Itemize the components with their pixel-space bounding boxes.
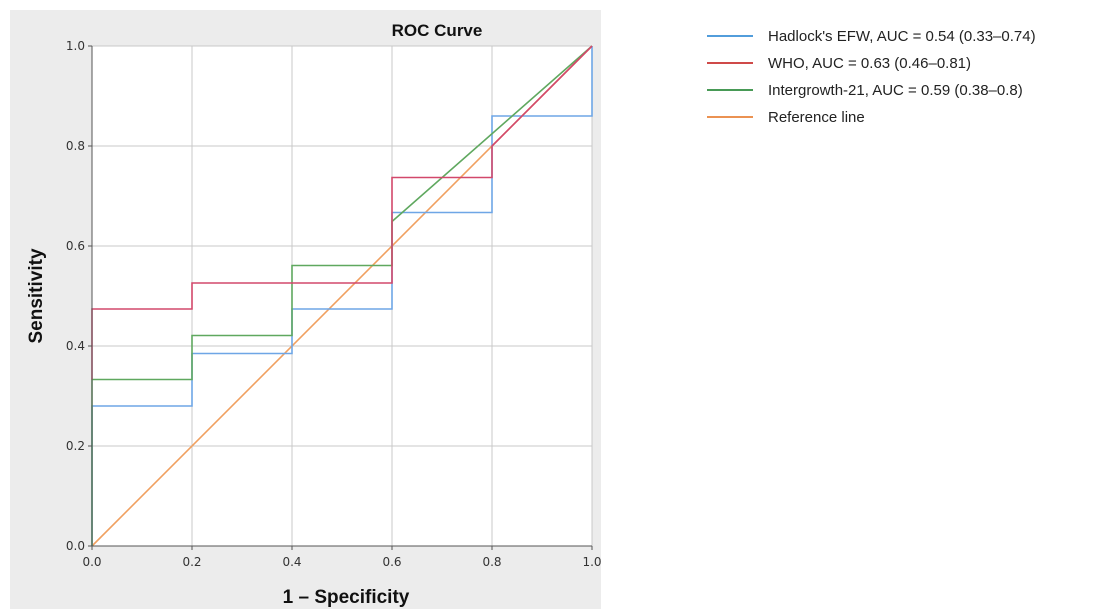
x-tick-label: 0.6	[382, 555, 401, 569]
x-tick-label: 0.8	[482, 555, 501, 569]
x-tick-label: 1.0	[582, 555, 601, 569]
x-tick-label: 0.2	[182, 555, 201, 569]
y-tick-label: 1.0	[66, 39, 85, 53]
y-tick-label: 0.0	[66, 539, 85, 553]
series-layer	[91, 45, 593, 547]
series-line-1	[91, 45, 593, 380]
x-axis-title: 1 – Specificity	[283, 587, 410, 608]
y-axis-title: Sensitivity	[26, 248, 47, 343]
x-tick-label: 0.4	[282, 555, 301, 569]
legend-label: Hadlock's EFW, AUC = 0.54 (0.33–0.74)	[768, 28, 1036, 45]
legend-label: Reference line	[768, 109, 865, 126]
y-tick-label: 0.4	[66, 339, 85, 353]
legend-label: WHO, AUC = 0.63 (0.46–0.81)	[768, 55, 971, 72]
y-tick-label: 0.2	[66, 439, 85, 453]
y-tick-label: 0.6	[66, 239, 85, 253]
legend: Hadlock's EFW, AUC = 0.54 (0.33–0.74) WHO…	[707, 28, 1036, 126]
series-line-0	[91, 46, 593, 546]
tick-labels: 0.0 0.2 0.4 0.6 0.8 1.0 0.0 0.2 0.4 0.6 0.8 1.0	[66, 39, 602, 569]
chart-title: ROC Curve	[392, 21, 483, 40]
x-tick-label: 0.0	[82, 555, 101, 569]
legend-label: Intergrowth-21, AUC = 0.59 (0.38–0.8)	[768, 82, 1023, 99]
y-tick-label: 0.8	[66, 139, 85, 153]
